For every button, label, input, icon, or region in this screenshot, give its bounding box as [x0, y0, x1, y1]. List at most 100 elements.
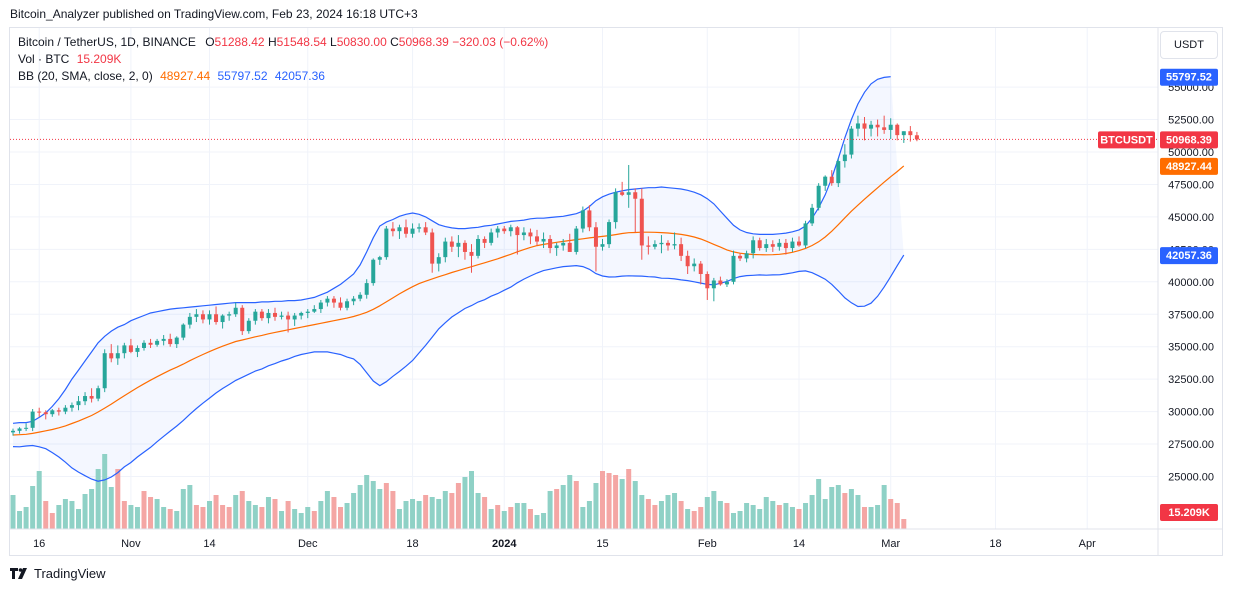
candle-body[interactable]	[528, 232, 533, 237]
candle-body[interactable]	[24, 427, 29, 429]
candle-body[interactable]	[882, 127, 887, 130]
candle-body[interactable]	[849, 128, 854, 155]
candle-body[interactable]	[803, 223, 808, 246]
candle-body[interactable]	[390, 228, 395, 232]
candle-body[interactable]	[482, 238, 487, 243]
candle-body[interactable]	[417, 227, 422, 229]
candle-body[interactable]	[613, 192, 618, 223]
candle-body[interactable]	[646, 245, 651, 247]
candle-body[interactable]	[377, 257, 382, 260]
candle-body[interactable]	[338, 302, 343, 308]
candle-body[interactable]	[135, 347, 140, 352]
candle-body[interactable]	[731, 255, 736, 282]
candle-body[interactable]	[227, 314, 232, 316]
candle-body[interactable]	[895, 124, 900, 136]
candle-body[interactable]	[659, 242, 664, 245]
candle-body[interactable]	[908, 131, 913, 136]
candle-body[interactable]	[148, 342, 153, 345]
candle-body[interactable]	[764, 244, 769, 249]
candle-body[interactable]	[633, 192, 638, 199]
candle-body[interactable]	[548, 238, 553, 249]
candle-body[interactable]	[495, 228, 500, 233]
candle-body[interactable]	[869, 124, 874, 129]
candle-body[interactable]	[312, 309, 317, 312]
candle-body[interactable]	[797, 241, 801, 246]
candle-body[interactable]	[345, 301, 350, 308]
candle-body[interactable]	[96, 388, 101, 399]
candle-body[interactable]	[115, 353, 120, 359]
candle-body[interactable]	[770, 244, 775, 247]
candle-body[interactable]	[515, 227, 520, 236]
candle-body[interactable]	[286, 315, 291, 320]
candle-body[interactable]	[738, 255, 743, 259]
candle-body[interactable]	[718, 280, 723, 285]
candle-body[interactable]	[652, 244, 657, 247]
candle-body[interactable]	[69, 405, 74, 408]
candle-body[interactable]	[489, 232, 494, 243]
candle-body[interactable]	[246, 320, 251, 332]
candle-body[interactable]	[672, 244, 677, 246]
candle-body[interactable]	[279, 315, 284, 317]
candle-body[interactable]	[266, 312, 271, 319]
candle-body[interactable]	[724, 281, 729, 285]
candle-body[interactable]	[358, 294, 363, 299]
candle-body[interactable]	[836, 161, 841, 184]
candle-body[interactable]	[462, 242, 467, 252]
candle-body[interactable]	[698, 263, 703, 275]
candle-body[interactable]	[508, 227, 513, 232]
candle-body[interactable]	[469, 251, 474, 256]
candle-body[interactable]	[829, 176, 834, 184]
candle-body[interactable]	[128, 345, 133, 352]
legend-bb-label[interactable]: BB (20, SMA, close, 2, 0)	[18, 69, 153, 83]
tradingview-logo[interactable]: TradingView	[10, 566, 106, 581]
candle-body[interactable]	[816, 185, 821, 208]
candle-body[interactable]	[783, 242, 788, 249]
candle-body[interactable]	[89, 396, 94, 399]
candle-body[interactable]	[305, 311, 310, 313]
candle-body[interactable]	[56, 410, 61, 412]
candle-body[interactable]	[685, 255, 690, 267]
candle-body[interactable]	[168, 338, 173, 345]
candle-body[interactable]	[17, 428, 22, 431]
candle-body[interactable]	[711, 280, 716, 289]
candle-body[interactable]	[200, 314, 205, 320]
candle-body[interactable]	[875, 124, 880, 128]
candle-body[interactable]	[456, 242, 461, 247]
candle-body[interactable]	[521, 232, 526, 236]
price-axis[interactable]: 25000.00 27500.00 30000.00 32500.00 35000.00…	[1168, 82, 1214, 483]
candle-body[interactable]	[253, 311, 258, 321]
candle-body[interactable]	[620, 192, 625, 195]
candle-body[interactable]	[639, 198, 644, 246]
candle-body[interactable]	[476, 238, 481, 256]
candle-body[interactable]	[233, 307, 238, 315]
candle-body[interactable]	[502, 228, 507, 232]
candle-body[interactable]	[181, 324, 186, 338]
candle-body[interactable]	[862, 123, 867, 129]
candle-body[interactable]	[757, 240, 762, 249]
candle-body[interactable]	[561, 242, 566, 246]
candle-body[interactable]	[318, 302, 323, 310]
candle-body[interactable]	[220, 315, 225, 323]
candle-body[interactable]	[240, 307, 245, 332]
candle-body[interactable]	[292, 315, 297, 320]
candle-body[interactable]	[790, 241, 795, 249]
candle-body[interactable]	[43, 412, 48, 415]
candle-body[interactable]	[744, 253, 749, 259]
candle-body[interactable]	[122, 345, 127, 354]
candle-body[interactable]	[371, 259, 376, 284]
candle-body[interactable]	[351, 298, 356, 302]
candle-body[interactable]	[397, 227, 402, 232]
candle-body[interactable]	[535, 236, 539, 242]
candle-body[interactable]	[194, 314, 199, 317]
candle-body[interactable]	[443, 241, 448, 258]
candle-body[interactable]	[410, 228, 415, 234]
candle-body[interactable]	[914, 135, 919, 140]
candle-body[interactable]	[384, 228, 389, 258]
candle-body[interactable]	[449, 241, 454, 247]
candle-body[interactable]	[364, 283, 369, 295]
candle-body[interactable]	[161, 338, 166, 341]
candle-body[interactable]	[541, 238, 546, 242]
candle-body[interactable]	[76, 401, 81, 406]
candle-body[interactable]	[325, 298, 330, 303]
candle-body[interactable]	[404, 227, 408, 234]
